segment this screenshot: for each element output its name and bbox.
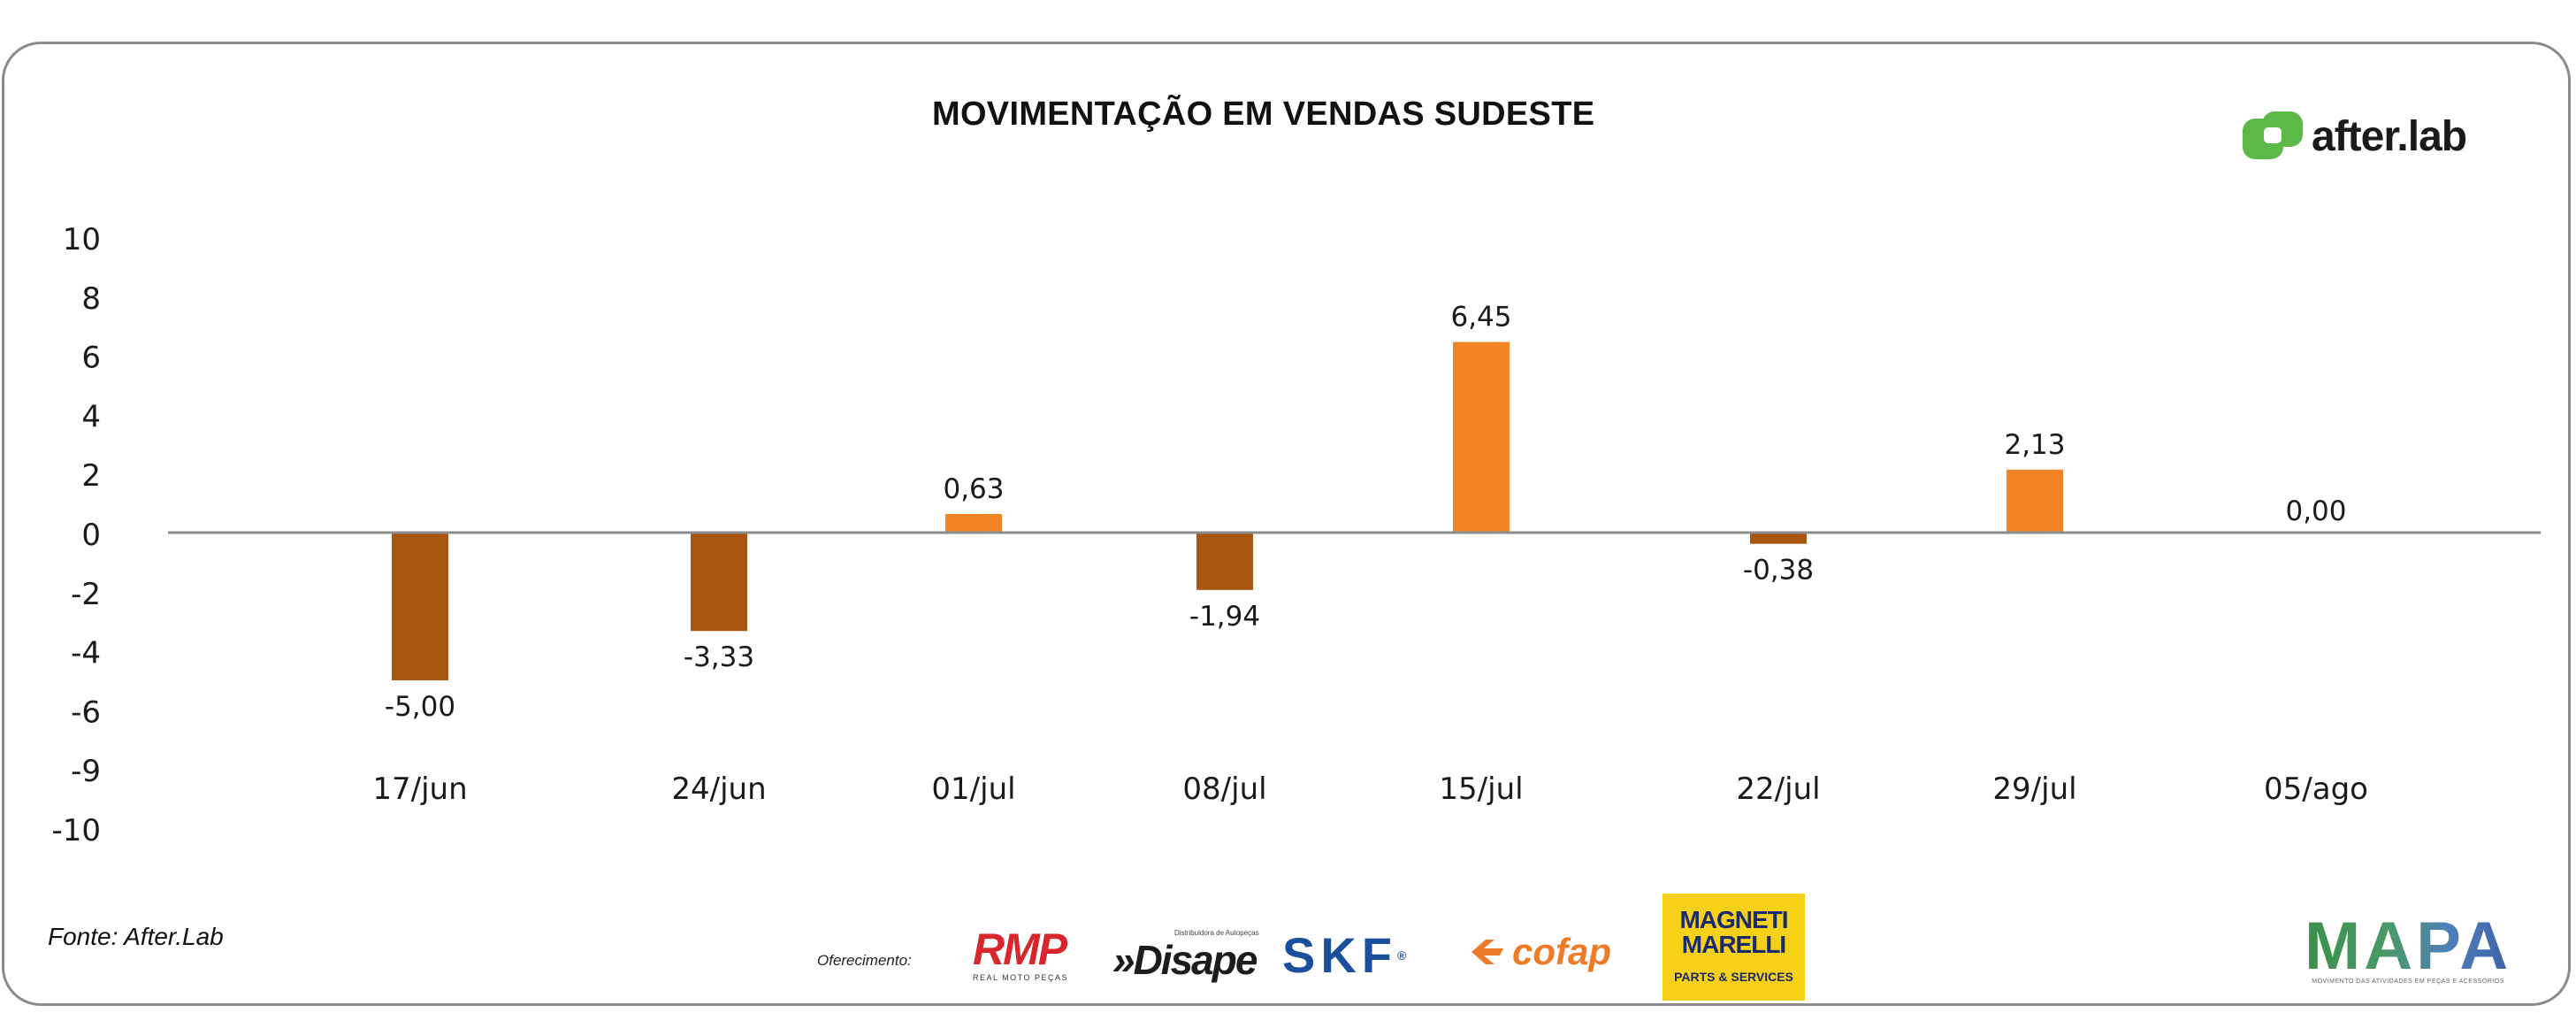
- after-lab-logo: after.lab: [2241, 110, 2467, 163]
- y-tick-label: 10: [63, 222, 101, 257]
- mapa-logo: MAPA MOVIMENTO DAS ATIVIDADES EM PEÇAS E…: [2305, 909, 2512, 986]
- x-tick-label: 17/jun: [372, 771, 467, 807]
- chart-card: [2, 42, 2571, 1006]
- after-lab-logo-text: after.lab: [2312, 112, 2467, 160]
- data-label: -0,38: [1743, 555, 1814, 587]
- cofap-icon: [1471, 940, 1503, 964]
- y-tick-label: 4: [81, 399, 101, 434]
- skf-logo-text: SKF: [1282, 927, 1397, 983]
- chart-title: MOVIMENTAÇÃO EM VENDAS SUDESTE: [932, 96, 1595, 133]
- y-tick-label: -9: [71, 754, 101, 789]
- disape-logo-text: »Disape: [1112, 937, 1257, 983]
- data-label: 2,13: [2004, 429, 2065, 461]
- x-tick-label: 08/jul: [1182, 771, 1266, 807]
- x-tick-label: 29/jul: [1992, 771, 2076, 807]
- skf-registered-mark: ®: [1397, 948, 1407, 963]
- data-label: -1,94: [1189, 601, 1260, 633]
- rmp-logo-subtitle: REAL MOTO PEÇAS: [973, 973, 1069, 982]
- after-lab-logo-icon: [2243, 111, 2303, 159]
- y-tick-label: -4: [71, 636, 101, 671]
- bar: [1196, 533, 1253, 590]
- bar: [1750, 533, 1807, 544]
- x-tick-label: 22/jul: [1736, 771, 1820, 807]
- bar: [392, 533, 448, 680]
- magneti-logo-line1: MAGNETI: [1679, 906, 1788, 933]
- y-tick-label: 2: [81, 458, 101, 494]
- data-label: -3,33: [684, 641, 754, 673]
- mapa-logo-subtitle: MOVIMENTO DAS ATIVIDADES EM PEÇAS E ACES…: [2312, 978, 2504, 985]
- data-label: 0,63: [943, 473, 1004, 505]
- rmp-logo-text: RMP: [973, 925, 1067, 974]
- x-tick-label: 24/jun: [671, 771, 766, 807]
- x-tick-label: 01/jul: [931, 771, 1015, 807]
- magneti-logo-subtitle: PARTS & SERVICES: [1674, 970, 1793, 984]
- data-label: 6,45: [1450, 302, 1511, 334]
- sponsor-label: Oferecimento:: [817, 952, 912, 969]
- data-label: 0,00: [2285, 495, 2346, 527]
- disape-logo: Distribuidora de Autopeças »Disape: [1112, 929, 1259, 984]
- x-tick-label: 05/ago: [2264, 771, 2368, 807]
- rmp-logo: RMP REAL MOTO PEÇAS: [973, 927, 1068, 982]
- cofap-logo: cofap: [1468, 931, 1611, 973]
- bar: [2007, 469, 2063, 533]
- data-label: -5,00: [385, 691, 455, 723]
- disape-logo-subtitle: Distribuidora de Autopeças: [1174, 929, 1259, 937]
- bar: [1453, 342, 1510, 533]
- bar: [945, 513, 1002, 533]
- y-tick-label: 8: [81, 281, 101, 317]
- x-tick-label: 15/jul: [1439, 771, 1523, 807]
- source-note: Fonte: After.Lab: [48, 923, 224, 950]
- magneti-logo-line2: MARELLI: [1681, 931, 1786, 958]
- y-tick-label: 0: [81, 518, 101, 553]
- cofap-logo-text: cofap: [1512, 931, 1612, 972]
- magneti-marelli-logo: MAGNETI MARELLI PARTS & SERVICES: [1663, 894, 1805, 1001]
- y-tick-label: -6: [71, 695, 101, 730]
- y-tick-label: -10: [51, 813, 101, 848]
- y-tick-label: -2: [71, 577, 101, 612]
- bar: [691, 533, 747, 632]
- y-tick-label: 6: [81, 341, 101, 376]
- mapa-logo-text: MAPA: [2305, 909, 2512, 984]
- skf-logo: SKF®: [1282, 931, 1406, 980]
